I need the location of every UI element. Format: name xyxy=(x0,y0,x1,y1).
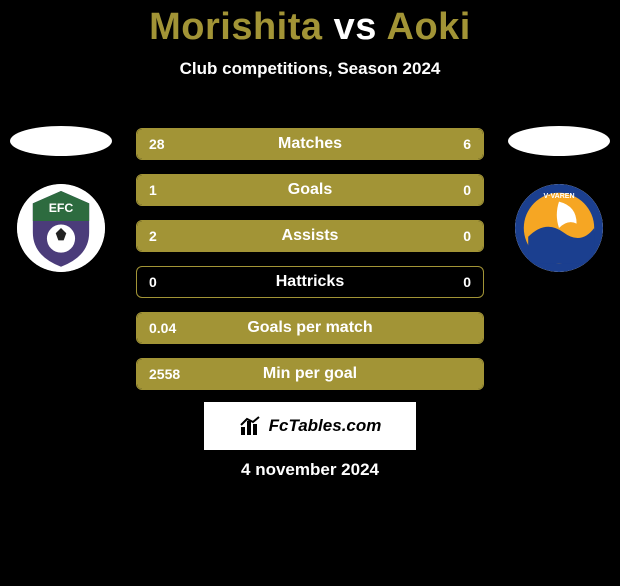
stat-bar: 1Goals0 xyxy=(136,174,484,206)
stat-value-right: 0 xyxy=(463,274,471,290)
stat-value-right: 0 xyxy=(463,228,471,244)
stat-label: Matches xyxy=(137,135,483,153)
stat-bar: 28Matches6 xyxy=(136,128,484,160)
svg-text:V·VAREN: V·VAREN xyxy=(543,193,574,200)
stat-bar: 2558Min per goal xyxy=(136,358,484,390)
player2-silhouette-icon xyxy=(508,126,610,156)
fctables-logo-text: FcTables.com xyxy=(269,416,382,436)
stat-bar: 2Assists0 xyxy=(136,220,484,252)
player1-club-badge-icon: EFC xyxy=(17,184,105,272)
player1-silhouette-icon xyxy=(10,126,112,156)
page-title: Morishita vs Aoki xyxy=(0,6,620,49)
subtitle: Club competitions, Season 2024 xyxy=(0,59,620,79)
stat-label: Assists xyxy=(137,227,483,245)
player1-name: Morishita xyxy=(149,6,322,48)
bar-chart-icon xyxy=(239,415,263,437)
player2-side: V·VAREN xyxy=(508,126,610,272)
stat-label: Goals per match xyxy=(137,319,483,337)
player1-side: EFC xyxy=(10,126,112,272)
stat-bars: 28Matches61Goals02Assists00Hattricks00.0… xyxy=(136,128,484,390)
svg-text:EFC: EFC xyxy=(49,201,74,215)
stat-bar: 0Hattricks0 xyxy=(136,266,484,298)
stat-label: Hattricks xyxy=(137,273,483,291)
stat-label: Goals xyxy=(137,181,483,199)
player2-name: Aoki xyxy=(387,6,471,48)
footer-date: 4 november 2024 xyxy=(0,460,620,480)
player2-club-badge-icon: V·VAREN xyxy=(515,184,603,272)
stat-value-right: 6 xyxy=(463,136,471,152)
vs-text: vs xyxy=(334,6,377,48)
stat-value-right: 0 xyxy=(463,182,471,198)
stat-bar: 0.04Goals per match xyxy=(136,312,484,344)
fctables-logo: FcTables.com xyxy=(204,402,416,450)
stat-label: Min per goal xyxy=(137,365,483,383)
